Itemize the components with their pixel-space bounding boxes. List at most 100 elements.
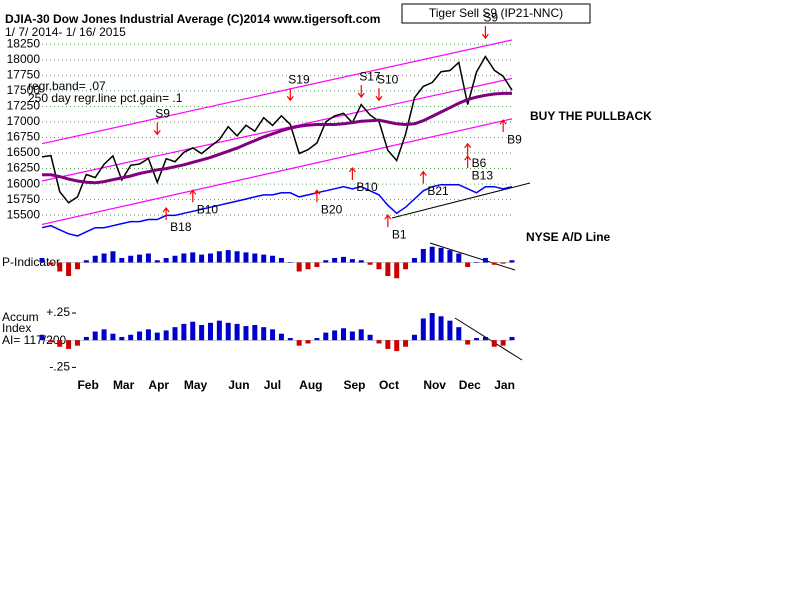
bar: [509, 336, 515, 341]
bar: [101, 253, 107, 263]
bar: [48, 262, 54, 265]
series-label: NYSE A/D Line: [526, 230, 611, 244]
bar: [92, 255, 98, 263]
x-tick-label: Jul: [264, 378, 281, 392]
bar: [500, 340, 506, 346]
bar: [199, 325, 205, 341]
x-tick-label: Sep: [344, 378, 366, 392]
bar: [225, 250, 231, 263]
bar: [314, 338, 320, 341]
bar: [57, 262, 63, 272]
bar: [243, 252, 249, 263]
signal-arrow: [286, 88, 294, 102]
bar: [465, 340, 471, 345]
bar: [367, 262, 373, 265]
bar: [163, 330, 169, 341]
x-tick-label: May: [184, 378, 208, 392]
bar: [465, 262, 471, 267]
bar: [385, 340, 391, 349]
bar: [39, 334, 45, 341]
signal-arrow: [153, 122, 161, 136]
signal-label: B21: [427, 184, 449, 198]
signal-label: B1: [392, 227, 407, 241]
bar: [438, 247, 444, 263]
annotation: Tiger Sell S9 (IP21-NNC): [429, 6, 563, 20]
bar: [376, 262, 382, 270]
signal-arrow: [464, 155, 472, 169]
bar: [482, 336, 488, 341]
bar: [358, 329, 364, 341]
bar: [92, 331, 98, 341]
bar: [261, 327, 267, 341]
bar: [403, 340, 409, 347]
bar: [341, 256, 347, 263]
signal-label: S19: [288, 72, 310, 86]
x-tick-label: Dec: [459, 378, 481, 392]
bar: [278, 333, 284, 341]
panel-title: Accum: [2, 310, 39, 324]
bar: [110, 251, 116, 263]
bar: [332, 330, 338, 341]
bar: [66, 340, 72, 349]
annotation: BUY THE PULLBACK: [530, 109, 652, 123]
bar: [420, 318, 426, 341]
bar: [429, 246, 435, 263]
bar: [482, 258, 488, 263]
signal-label: B10: [356, 180, 378, 194]
x-tick-label: Mar: [113, 378, 135, 392]
bar: [278, 258, 284, 263]
signal-label: B6: [472, 156, 487, 170]
bar: [509, 260, 515, 263]
x-tick-label: Oct: [379, 378, 399, 392]
signal-label: B9: [507, 132, 522, 146]
bar: [172, 327, 178, 341]
bar: [456, 327, 462, 341]
signal-arrow: [481, 26, 489, 40]
bar: [145, 253, 151, 263]
bar: [447, 320, 453, 341]
bar: [234, 251, 240, 263]
bar: [323, 332, 329, 341]
bar: [252, 253, 258, 263]
bar: [491, 262, 497, 265]
bar: [332, 258, 338, 263]
bar: [199, 254, 205, 263]
signal-arrow: [348, 166, 356, 180]
signal-label: B20: [321, 202, 343, 216]
regression-band: [41, 118, 513, 226]
bar: [119, 336, 125, 341]
chart-subtitle: 1/ 7/ 2014- 1/ 16/ 2015: [5, 25, 126, 39]
y-tick-label: 16500: [7, 145, 41, 159]
bar: [234, 323, 240, 341]
y-tick-label: -.25: [49, 360, 70, 374]
bar: [447, 250, 453, 263]
signal-arrow: [189, 189, 197, 203]
y-tick-label: 18250: [7, 36, 41, 50]
signal-label: S9: [483, 10, 498, 24]
trend-line: [391, 182, 531, 219]
bar: [323, 260, 329, 263]
x-tick-label: Apr: [148, 378, 169, 392]
bar: [270, 329, 276, 341]
bar: [474, 262, 480, 263]
bar: [367, 334, 373, 341]
bar: [128, 255, 134, 263]
bar: [110, 333, 116, 341]
bar: [358, 260, 364, 263]
bar: [438, 316, 444, 341]
bar: [181, 253, 187, 263]
bar: [349, 331, 355, 341]
bar: [314, 262, 320, 267]
bar: [296, 340, 302, 346]
signal-arrow: [375, 88, 383, 102]
bar: [403, 262, 409, 270]
x-tick-label: Jan: [494, 378, 515, 392]
bar: [456, 253, 462, 263]
bar: [394, 340, 400, 352]
bar: [305, 262, 311, 270]
signal-label: S17: [359, 69, 381, 83]
signal-arrow: [499, 119, 507, 133]
signal-label: S9: [155, 107, 170, 121]
y-tick-label: 17000: [7, 114, 41, 128]
